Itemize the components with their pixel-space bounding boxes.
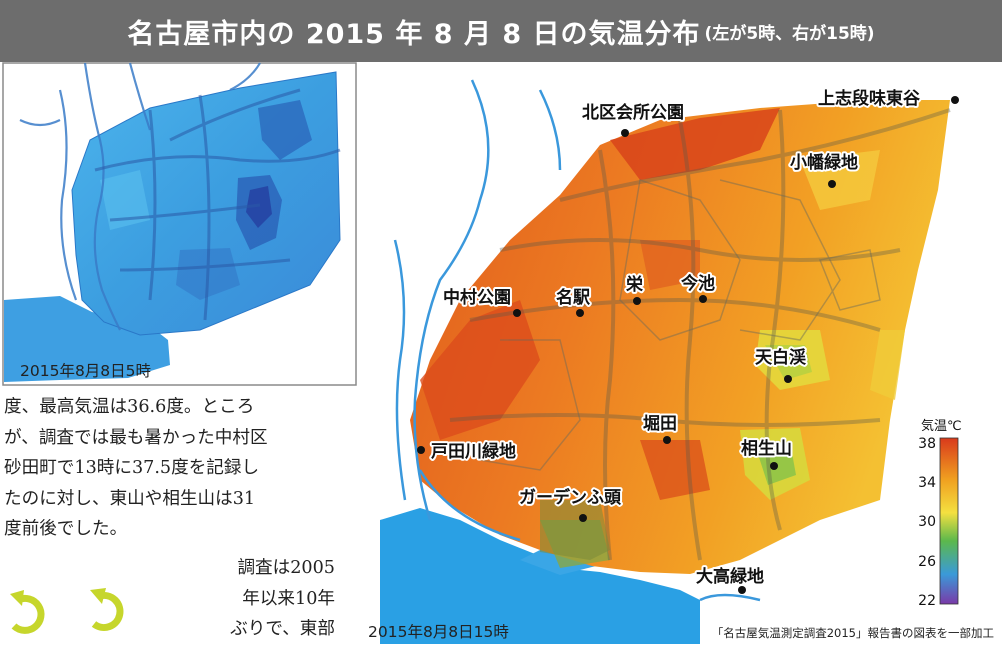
right-map-hot-zone [640, 240, 700, 290]
right-map-river [699, 593, 761, 602]
place-dot [770, 462, 778, 470]
source-note: 「名古屋気温測定調査2015」報告書の図表を一部加工 [712, 626, 994, 640]
place-label: 戸田川緑地 [431, 441, 516, 462]
place-label: 北区会所公園 [582, 102, 684, 123]
right-map-hot-zone [610, 108, 780, 180]
place-label: 栄 [625, 274, 644, 295]
left-map-road [148, 109, 157, 301]
right-map-cool-zone [800, 150, 880, 210]
right-map-bay [380, 508, 700, 644]
recycle-arrow-icon [10, 590, 24, 606]
place-dot [621, 129, 629, 137]
left-map-river [58, 89, 78, 301]
place-label: 名駅 [556, 287, 591, 308]
right-map-contour [719, 179, 841, 341]
place-dot [828, 180, 836, 188]
place-label: 大高緑地 [696, 566, 764, 587]
place-dot [579, 514, 587, 522]
left-map: 2015年8月8日5時 [2, 62, 357, 386]
left-map-cool-zone [100, 170, 150, 230]
right-map-road [598, 149, 616, 561]
page-subtitle: (左が5時、右が15時) [704, 23, 875, 44]
recycle-arrow-icon [90, 588, 106, 604]
place-label: 上志段味東谷 [818, 88, 921, 109]
article-line: ぶりで、東部 [230, 619, 335, 639]
left-map-river [83, 62, 121, 331]
right-map-road [449, 413, 881, 427]
place-label: 堀田 [643, 414, 677, 434]
right-map-river [418, 469, 521, 542]
place-dot [663, 436, 671, 444]
article-line: 度、最高気温は36.6度。ところ [4, 397, 255, 417]
right-map-road [678, 119, 702, 561]
header-bar: 名古屋市内の 2015 年 8 月 8 日の気温分布 (左が5時、右が15時) [0, 0, 1002, 62]
right-map-road [559, 108, 951, 202]
place-dot [513, 309, 521, 317]
legend-tick: 34 [918, 475, 936, 491]
article-line: 砂田町で13時に37.5度を記録し [4, 458, 260, 478]
page-title: 名古屋市内の 2015 年 8 月 8 日の気温分布 [127, 18, 701, 50]
right-map-cool-zone [870, 330, 905, 400]
place-label: 中村公園 [443, 287, 511, 308]
article-line: が、調査では最も暑かった中村区 [4, 427, 268, 448]
recycle-icons [10, 588, 124, 634]
left-map-river [19, 119, 61, 127]
legend-title: 気温℃ [921, 418, 962, 434]
right-map-hot-zone [420, 300, 540, 440]
place-dot [576, 309, 584, 317]
article-text: 度、最高気温は36.6度。ところ が、調査では最も暑かった中村区 砂田町で13時… [4, 392, 348, 545]
legend-tick: 22 [918, 593, 936, 609]
right-map-contour [619, 179, 741, 341]
right-map: 北区会所公園 上志段味東谷 小幡緑地 中村公園 名駅 栄 今池 天白渓 堀田 戸… [368, 79, 994, 644]
place-dot [699, 295, 707, 303]
legend-color-bar [939, 437, 959, 605]
temperature-legend: 気温℃ 38 34 30 26 22 [918, 418, 961, 609]
place-label: 小幡緑地 [790, 152, 858, 173]
article-text-continued: 調査は2005 年以来10年 ぶりで、東部 [185, 553, 335, 645]
place-label: 相生山 [741, 438, 792, 459]
article-line: たのに対し、東山や相生山は31 [4, 488, 256, 509]
left-map-road [169, 88, 301, 142]
recycle-icon [11, 594, 45, 634]
left-map-road [119, 258, 291, 272]
recycle-icon [91, 592, 124, 631]
place-dot [951, 96, 959, 104]
right-map-contour [818, 249, 881, 311]
right-map-cool-zone [765, 345, 812, 380]
right-map-road [764, 109, 786, 531]
place-dot [417, 446, 425, 454]
right-map-road [469, 297, 881, 332]
place-label: 天白渓 [755, 347, 807, 368]
place-label: ガーデンふ頭 [519, 487, 622, 508]
left-map-river [128, 62, 152, 131]
right-map-port-area [540, 500, 610, 560]
right-map-caption: 2015年8月8日15時 [368, 623, 509, 641]
right-map-hot-zone [640, 440, 710, 500]
left-map-caption: 2015年8月8日5時 [20, 362, 151, 380]
left-map-cool-zone [258, 100, 312, 160]
left-map-river [229, 62, 261, 91]
left-map-bay [4, 296, 170, 382]
right-map-city-area [410, 100, 950, 574]
legend-tick: 38 [918, 436, 936, 452]
place-dot [633, 297, 641, 305]
left-map-road [109, 203, 261, 222]
right-map-river [538, 89, 562, 171]
right-map-river [393, 239, 407, 501]
place-label: 今池 [681, 273, 715, 294]
left-map-road [198, 94, 211, 321]
left-map-road [94, 148, 341, 172]
right-map-river [413, 79, 490, 521]
place-dot [738, 586, 746, 594]
article-line: 度前後でした。 [4, 519, 128, 539]
right-map-road [499, 238, 901, 262]
article-line: 調査は2005 [237, 558, 335, 578]
article-line: 年以来10年 [242, 588, 335, 609]
right-map-contour [479, 339, 581, 471]
legend-tick: 30 [918, 514, 936, 530]
legend-tick: 26 [918, 554, 936, 570]
left-map-cool-zone [246, 186, 272, 228]
place-dot [784, 375, 792, 383]
